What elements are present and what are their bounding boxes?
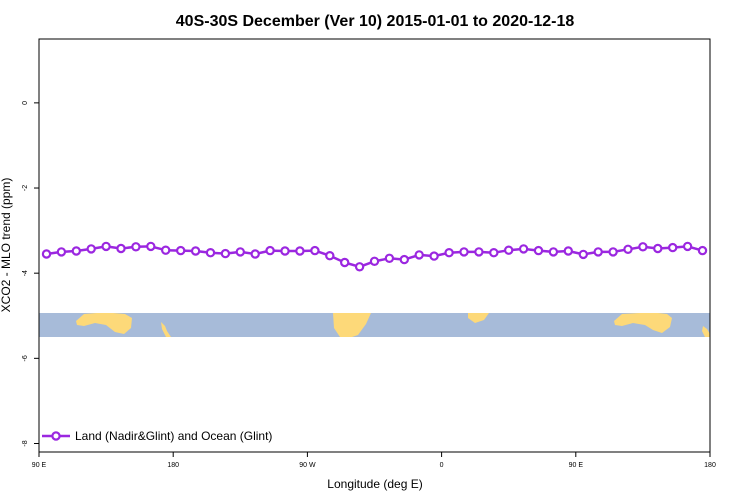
series-layer	[41, 241, 708, 272]
data-point	[384, 253, 395, 263]
data-point	[265, 245, 275, 256]
data-point	[548, 247, 559, 257]
chart-title: 40S-30S December (Ver 10) 2015-01-01 to …	[176, 13, 575, 30]
data-point	[220, 248, 231, 259]
data-point	[414, 250, 424, 260]
data-point	[668, 242, 678, 253]
data-point	[310, 245, 320, 256]
x-tick-label: 180	[167, 462, 179, 469]
data-point	[489, 247, 499, 258]
data-point	[563, 246, 574, 256]
data-point	[280, 246, 290, 256]
data-point	[250, 249, 260, 259]
data-point	[116, 243, 126, 254]
legend-marker	[51, 431, 61, 441]
legend-label: Land (Nadir&Glint) and Ocean (Glint)	[75, 429, 272, 443]
map-ocean	[39, 313, 710, 337]
data-point	[459, 247, 469, 257]
map-land	[468, 313, 489, 323]
data-point	[235, 247, 245, 257]
data-point	[533, 245, 544, 256]
data-point	[593, 247, 603, 257]
map-land	[333, 313, 371, 337]
x-tick-label: 90 E	[32, 462, 47, 469]
y-tick-label: -2	[22, 185, 29, 191]
data-point	[340, 257, 350, 268]
y-tick-label: 0	[22, 101, 29, 105]
data-point	[41, 249, 52, 259]
data-point	[146, 241, 156, 252]
data-point	[518, 244, 529, 254]
data-point	[160, 245, 171, 255]
data-point	[205, 247, 216, 258]
y-axis-label: XCO2 - MLO trend (ppm)	[0, 178, 13, 313]
data-point	[682, 241, 693, 252]
data-point	[101, 241, 111, 252]
data-point	[399, 254, 409, 265]
data-point	[578, 249, 589, 260]
axes-layer: 0 -2 -4 -6 -8 90 E 180 90 W 0 90 E 180	[22, 38, 716, 469]
y-tick-label: -8	[22, 440, 29, 446]
x-tick-label: 90 W	[299, 462, 316, 469]
data-point	[71, 246, 82, 256]
x-tick-label: 90 E	[569, 462, 584, 469]
data-point	[354, 262, 365, 272]
map-land	[614, 313, 672, 333]
data-point	[86, 244, 96, 254]
x-axis-label: Longitude (deg E)	[327, 477, 422, 491]
map-land	[76, 313, 132, 334]
data-point	[429, 251, 439, 261]
data-point	[325, 250, 335, 261]
data-point	[653, 243, 663, 254]
plot-frame	[38, 38, 711, 453]
data-point	[608, 247, 618, 257]
data-point	[131, 242, 141, 252]
y-tick-label: -6	[22, 355, 29, 361]
data-point	[697, 245, 708, 256]
data-point	[175, 245, 186, 256]
data-point	[623, 244, 633, 254]
data-point	[56, 247, 67, 257]
x-tick-label: 180	[704, 462, 716, 469]
data-point	[444, 247, 454, 258]
y-tick-label: -4	[22, 270, 29, 276]
data-point	[295, 246, 305, 256]
data-point	[369, 256, 380, 266]
data-point	[638, 242, 648, 252]
data-point	[504, 245, 514, 255]
data-point	[190, 246, 201, 256]
map-land	[161, 322, 171, 337]
legend: Land (Nadir&Glint) and Ocean (Glint)	[42, 429, 272, 443]
map-land	[702, 326, 710, 337]
map-strip	[39, 313, 710, 337]
data-point	[474, 247, 484, 257]
x-tick-label: 0	[440, 462, 444, 469]
